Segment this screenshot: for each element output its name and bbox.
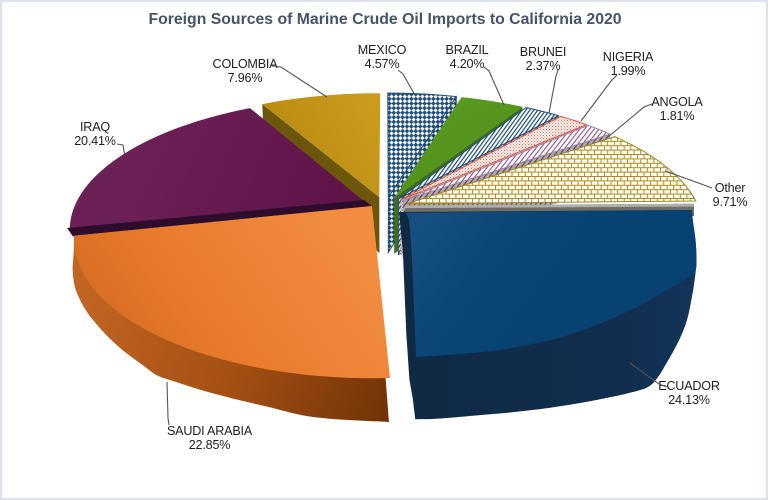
svg-text:20.41%: 20.41% <box>74 134 116 148</box>
svg-text:ANGOLA: ANGOLA <box>651 95 703 109</box>
svg-text:NIGERIA: NIGERIA <box>603 50 654 64</box>
svg-text:ECUADOR: ECUADOR <box>658 379 720 393</box>
svg-text:Foreign Sources of Marine Crud: Foreign Sources of Marine Crude Oil Impo… <box>148 11 621 28</box>
svg-text:BRUNEI: BRUNEI <box>520 45 566 59</box>
svg-text:Other: Other <box>715 181 746 195</box>
svg-text:24.13%: 24.13% <box>668 393 710 407</box>
svg-text:MEXICO: MEXICO <box>358 43 407 57</box>
svg-text:7.96%: 7.96% <box>228 71 263 85</box>
svg-text:9.71%: 9.71% <box>713 195 748 209</box>
svg-text:4.20%: 4.20% <box>450 57 485 71</box>
svg-text:IRAQ: IRAQ <box>80 120 110 134</box>
svg-text:2.37%: 2.37% <box>526 59 561 73</box>
svg-text:4.57%: 4.57% <box>365 57 400 71</box>
svg-text:22.85%: 22.85% <box>189 438 231 452</box>
svg-text:COLOMBIA: COLOMBIA <box>213 57 279 71</box>
svg-text:SAUDI ARABIA: SAUDI ARABIA <box>167 424 253 438</box>
svg-text:1.81%: 1.81% <box>660 109 695 123</box>
svg-text:1.99%: 1.99% <box>611 64 646 78</box>
svg-text:BRAZIL: BRAZIL <box>446 43 489 57</box>
